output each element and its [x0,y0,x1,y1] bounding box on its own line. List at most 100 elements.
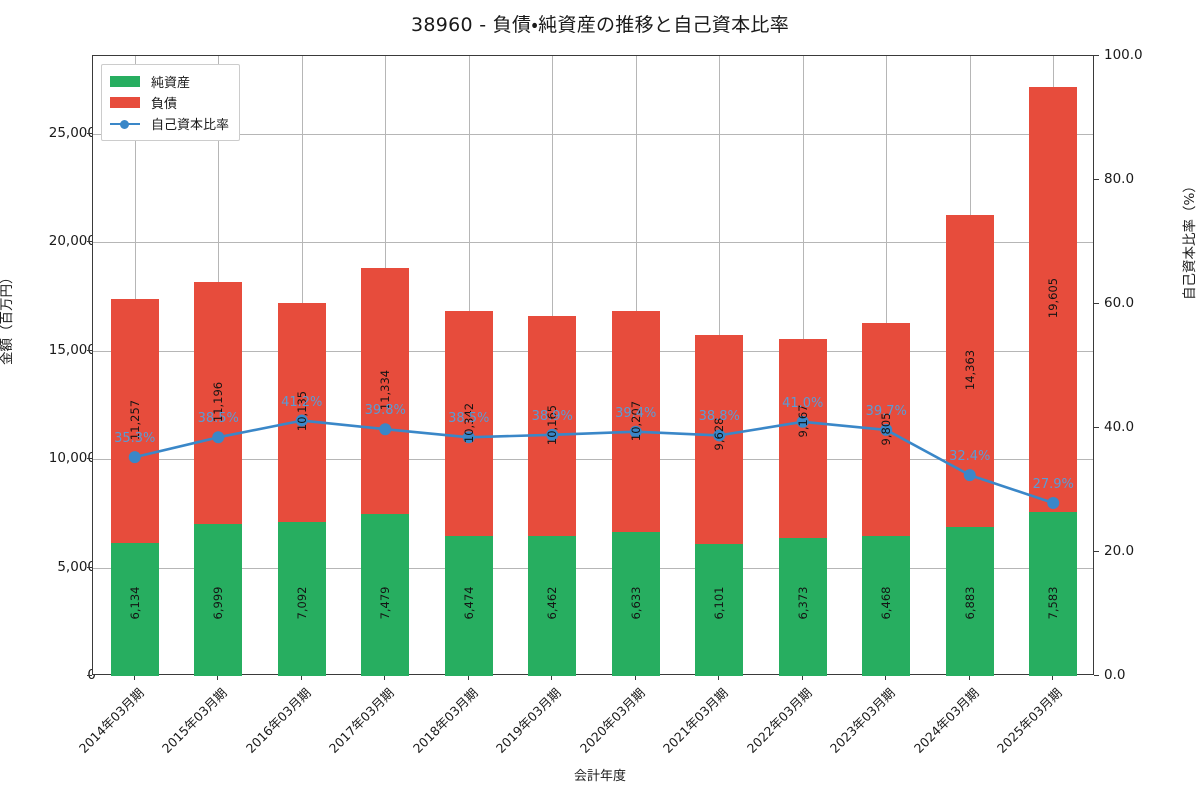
bar-segment-equity [110,543,159,676]
legend-label-equity: 純資産 [151,76,191,91]
bar-segment-equity [194,524,243,676]
x-tick-mark [133,675,135,680]
bar-value-label-equity: 6,999 [211,586,226,620]
x-tick-mark [1052,675,1054,680]
y-tick-label-right: 20.0 [1104,543,1135,559]
y-tick-mark-right [1094,179,1099,180]
bar-segment-equity [1029,511,1078,676]
ratio-value-label: 39.7% [865,403,907,419]
legend: 純資産 負債 自己資本比率 [101,64,241,141]
ratio-markers [128,414,1060,510]
chart-title: 38960 - 負債・純資産の推移と自己資本比率 [410,14,790,36]
bar-segment-equity [611,532,660,676]
bar-segment-equity [361,513,410,676]
gridline-horizontal [93,567,1093,569]
legend-item-equity: 純資産 [110,71,229,92]
ratio-value-label: 41.0% [782,395,824,411]
bar-value-label-equity: 6,633 [628,586,643,620]
x-tick-mark [217,675,219,680]
x-tick-mark [634,675,636,680]
y-tick-mark-left [87,133,92,135]
legend-item-liabilities: 負債 [110,92,229,113]
legend-item-ratio: 自己資本比率 [110,113,229,134]
legend-label-liabilities: 負債 [151,97,178,112]
y-tick-mark-right [1094,303,1099,304]
ratio-value-label: 38.8% [698,409,740,425]
bar-value-label-liabilities: 11,196 [211,381,226,423]
bar-segment-equity [778,537,827,676]
y-tick-mark-right [1094,551,1099,552]
legend-label-ratio: 自己資本比率 [151,118,230,133]
y-tick-label-left: 5,000 [57,558,96,575]
y-tick-mark-right [1094,55,1099,56]
y-tick-label-left: 25,000 [48,125,96,142]
x-tick-mark [551,675,553,680]
bar-value-label-equity: 6,134 [127,586,142,620]
gridline-horizontal [93,350,1093,352]
x-tick-mark [718,675,720,680]
x-tick-mark [384,675,386,680]
bar-segment-equity [862,535,911,676]
bar-value-label-equity: 6,101 [712,586,727,620]
bar-value-label-equity: 6,468 [879,586,894,620]
plot-area: 6,134 11,257 35.3% 6,999 11,196 38.5% 7,092 10,… [92,55,1094,676]
bar-value-label-liabilities: 9,805 [879,412,894,445]
x-axis-label: 会計年度 [573,769,626,784]
ratio-polyline [133,419,1055,505]
bar-value-label-liabilities: 10,165 [545,404,560,445]
ratio-value-label: 41.2% [281,394,323,410]
y-axis-label-left: 金額（百万円） [0,270,15,366]
bar-value-label-equity: 7,479 [378,586,393,620]
y-tick-label-right: 100.0 [1104,47,1143,63]
ratio-value-label: 39.8% [364,403,406,419]
y-tick-mark-left [87,241,92,243]
ratio-value-label: 38.5% [448,411,490,427]
y-tick-mark-right [1094,427,1099,428]
bar-value-label-liabilities: 10,135 [294,391,309,432]
bar-value-label-liabilities: 14,363 [962,349,977,391]
legend-line-dot-icon [110,118,140,129]
bar-segment-equity [695,543,744,676]
bar-value-label-liabilities: 19,605 [1046,277,1061,319]
bar-segment-equity [945,526,994,676]
ratio-value-label: 27.9% [1032,477,1074,493]
legend-swatch-red-icon [110,97,140,108]
bar-value-label-liabilities: 9,167 [795,404,810,438]
x-tick-mark [885,675,887,680]
bar-value-label-liabilities: 11,257 [127,399,142,441]
y-axis-label-right: 自己資本比率（%） [1182,179,1198,300]
bar-segment-equity [444,535,493,676]
ratio-value-label: 38.5% [197,411,239,427]
x-tick-mark [801,675,803,680]
y-tick-label-left: 15,000 [48,341,96,358]
gridline-horizontal [93,134,1093,136]
bar-value-label-equity: 6,462 [545,586,560,620]
gridline-horizontal [93,242,1093,244]
y-tick-mark-left [87,349,92,351]
bar-value-label-liabilities: 9,628 [712,417,727,451]
legend-swatch-green-icon [110,76,140,87]
bar-value-label-equity: 6,373 [795,586,810,620]
y-tick-mark-left [87,675,92,676]
ratio-value-label: 39.4% [615,405,657,421]
y-tick-mark-left [87,566,92,568]
x-tick-mark [300,675,302,680]
y-tick-mark-right [1094,675,1099,676]
y-tick-mark-left [87,458,92,460]
y-tick-label-left: 0 [16,667,96,683]
ratio-value-label: 35.3% [114,431,156,447]
x-tick-mark [968,675,970,680]
bar-value-label-equity: 6,883 [962,586,977,620]
bar-value-label-equity: 7,092 [294,586,309,620]
ratio-value-label: 32.4% [949,449,991,465]
bar-segment-equity [528,535,577,676]
y-tick-label-right: 80.0 [1104,171,1135,187]
bar-value-label-equity: 6,474 [461,586,476,620]
y-tick-label-right: 40.0 [1104,419,1135,435]
y-tick-label-left: 20,000 [48,233,96,250]
y-tick-label-right: 0.0 [1104,667,1126,683]
y-tick-label-left: 10,000 [48,450,96,467]
bar-segment-equity [277,522,326,676]
x-tick-mark [467,675,469,680]
